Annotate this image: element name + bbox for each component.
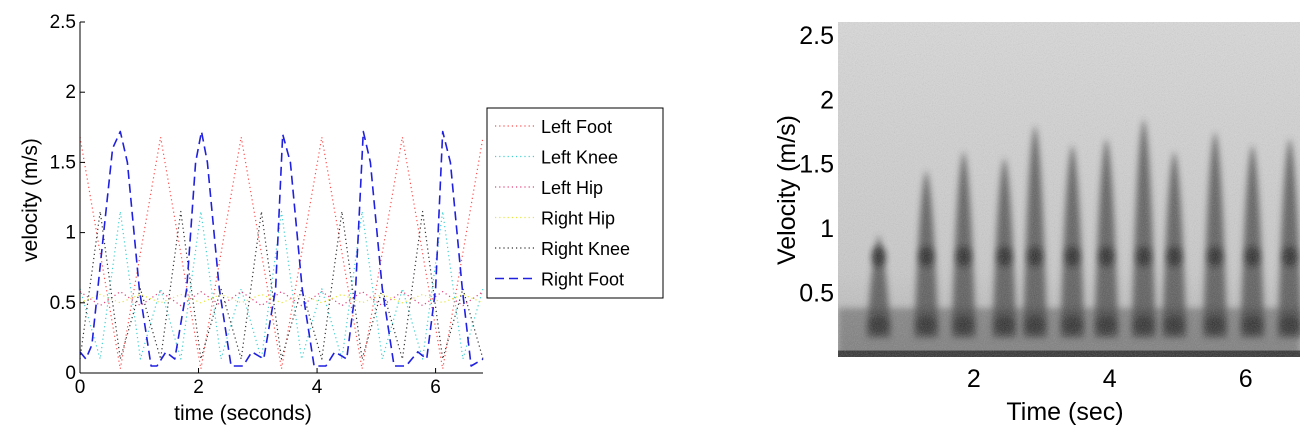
legend-label: Right Foot	[541, 270, 624, 290]
y-tick-label: 0.5	[799, 280, 834, 308]
series-line-right-knee	[79, 210, 484, 360]
y-tick-label: 1	[820, 215, 834, 243]
x-tick-label: 6	[1239, 365, 1253, 393]
y-tick-label: 2.5	[50, 12, 76, 33]
legend-label: Left Hip	[541, 178, 603, 198]
legend-label: Left Knee	[541, 148, 618, 168]
axes: 0.5 1 1.5 2 2.5 2 4 6	[799, 22, 1252, 393]
x-tick-label: 4	[312, 377, 323, 398]
y-tick-label: 1.5	[799, 151, 834, 179]
x-axis-label: Time (sec)	[1006, 398, 1123, 426]
axes: 0 0.5 1 1.5 2 2.5 0 2 4 6	[50, 12, 483, 398]
y-tick-label: 2	[65, 82, 76, 103]
y-axis-label: Velocity (m/s)	[773, 115, 801, 265]
legend-label: Right Knee	[541, 239, 630, 259]
y-tick-label: 2.5	[799, 22, 834, 50]
x-tick-label: 2	[193, 377, 204, 398]
legend-box	[486, 107, 664, 299]
plot-area	[79, 130, 484, 370]
x-tick-label: 0	[75, 377, 86, 398]
x-tick-label: 4	[1103, 365, 1117, 393]
heatmap-noise	[838, 22, 1300, 357]
legend-label: Left Foot	[541, 117, 612, 137]
series-line-left-knee	[79, 210, 484, 360]
x-axis-label: time (seconds)	[174, 402, 312, 425]
y-tick-label: 1	[65, 223, 76, 244]
y-tick-label: 1.5	[50, 152, 76, 173]
x-tick-label: 2	[967, 365, 981, 393]
y-tick-label: 0.5	[50, 293, 76, 314]
legend-label: Right Hip	[541, 209, 615, 229]
heatmap-area	[838, 22, 1300, 357]
legend: Left Foot Left Knee Left Hip Right Hip Right…	[486, 107, 664, 299]
y-tick-label: 2	[820, 86, 834, 114]
y-axis-label: velocity (m/s)	[19, 138, 42, 262]
series-line-right-foot	[79, 130, 484, 367]
x-tick-label: 6	[430, 377, 441, 398]
velocity-line-chart: 0 0.5 1 1.5 2 2.5 0 2 4 6 time (seconds) velocity…	[19, 12, 664, 425]
y-tick-label: 0	[65, 363, 76, 384]
velocity-spectrogram: 0.5 1 1.5 2 2.5 2 4 6 Time (sec) Velocity (m/s)	[773, 22, 1300, 426]
